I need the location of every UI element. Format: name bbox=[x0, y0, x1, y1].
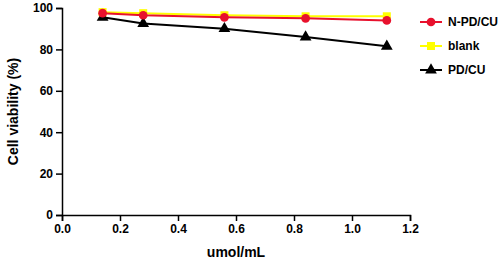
tick-label: 0.8 bbox=[286, 222, 303, 236]
tick-label: 100 bbox=[33, 1, 53, 15]
tick-mark bbox=[294, 215, 296, 221]
point bbox=[301, 14, 310, 23]
tick-label: 0.4 bbox=[170, 222, 187, 236]
legend-marker-group bbox=[427, 42, 435, 50]
tick: 80 bbox=[40, 43, 62, 57]
marker-group bbox=[300, 30, 312, 40]
tick-mark bbox=[56, 8, 62, 10]
point bbox=[220, 13, 229, 22]
marker-group bbox=[381, 39, 393, 49]
y-axis: 0 20 40 60 80 100 bbox=[33, 1, 63, 222]
series-line bbox=[103, 17, 387, 46]
point bbox=[98, 9, 107, 18]
series-group bbox=[97, 8, 393, 50]
legend-marker bbox=[427, 42, 435, 50]
tick: 40 bbox=[40, 126, 62, 140]
axis-line bbox=[63, 216, 411, 222]
tick: 0 bbox=[46, 208, 62, 222]
tick: 60 bbox=[40, 84, 62, 98]
point bbox=[381, 39, 393, 49]
legend-item: PD/CU bbox=[420, 63, 485, 77]
tick-mark bbox=[56, 132, 62, 134]
tick-label: 0.6 bbox=[228, 222, 245, 236]
point bbox=[300, 30, 312, 40]
marker-group bbox=[220, 13, 229, 22]
point bbox=[219, 22, 231, 32]
tick: 0.0 bbox=[54, 215, 71, 236]
point bbox=[382, 16, 391, 25]
tick-label: 0.0 bbox=[54, 222, 71, 236]
plot: 0.0 0.2 0.4 0.6 0.8 1.0 1.2 0 20 40 60 80 100 bbox=[33, 1, 419, 235]
tick-label: 0 bbox=[46, 208, 53, 222]
tick-label: 80 bbox=[40, 43, 54, 57]
tick-label: 40 bbox=[40, 126, 54, 140]
x-axis: 0.0 0.2 0.4 0.6 0.8 1.0 1.2 bbox=[54, 215, 419, 236]
tick: 1.2 bbox=[402, 215, 419, 236]
legend-item: N-PD/CU bbox=[420, 15, 498, 29]
tick-label: 60 bbox=[40, 84, 54, 98]
tick: 0.6 bbox=[228, 215, 245, 236]
marker-group bbox=[219, 22, 231, 32]
tick-label: 1.0 bbox=[344, 222, 361, 236]
tick-label: 1.2 bbox=[402, 222, 419, 236]
tick: 100 bbox=[33, 1, 62, 15]
legend-label: N-PD/CU bbox=[448, 15, 498, 29]
tick-mark bbox=[410, 215, 412, 221]
marker-group bbox=[301, 14, 310, 23]
tick-mark bbox=[56, 91, 62, 93]
tick-label: 0.2 bbox=[112, 222, 129, 236]
tick-mark bbox=[120, 215, 122, 221]
tick-mark bbox=[56, 173, 62, 175]
axis-line bbox=[56, 9, 63, 216]
point bbox=[139, 11, 148, 20]
legend-marker-group bbox=[425, 63, 437, 73]
tick-mark bbox=[178, 215, 180, 221]
legend-marker bbox=[427, 18, 436, 27]
tick: 0.8 bbox=[286, 215, 303, 236]
tick: 1.0 bbox=[344, 215, 361, 236]
legend: N-PD/CU blank PD/CU bbox=[420, 15, 498, 77]
legend-item: blank bbox=[420, 39, 480, 53]
legend-marker-group bbox=[427, 18, 436, 27]
tick-mark bbox=[56, 49, 62, 51]
tick: 0.2 bbox=[112, 215, 129, 236]
x-axis-title: umol/mL bbox=[207, 244, 266, 260]
legend-label: PD/CU bbox=[448, 63, 485, 77]
tick-mark bbox=[236, 215, 238, 221]
marker-group bbox=[139, 11, 148, 20]
y-axis-title: Cell viability (%) bbox=[5, 58, 21, 165]
marker-group bbox=[382, 16, 391, 25]
chart: 0.0 0.2 0.4 0.6 0.8 1.0 1.2 0 20 40 60 80 100 umol/mL… bbox=[0, 0, 500, 269]
tick-mark bbox=[352, 215, 354, 221]
tick-label: 20 bbox=[40, 167, 54, 181]
tick: 0.4 bbox=[170, 215, 187, 236]
legend-label: blank bbox=[448, 39, 480, 53]
marker-group bbox=[98, 9, 107, 18]
tick-mark bbox=[56, 215, 62, 217]
tick: 20 bbox=[40, 167, 62, 181]
legend-marker bbox=[425, 63, 437, 73]
